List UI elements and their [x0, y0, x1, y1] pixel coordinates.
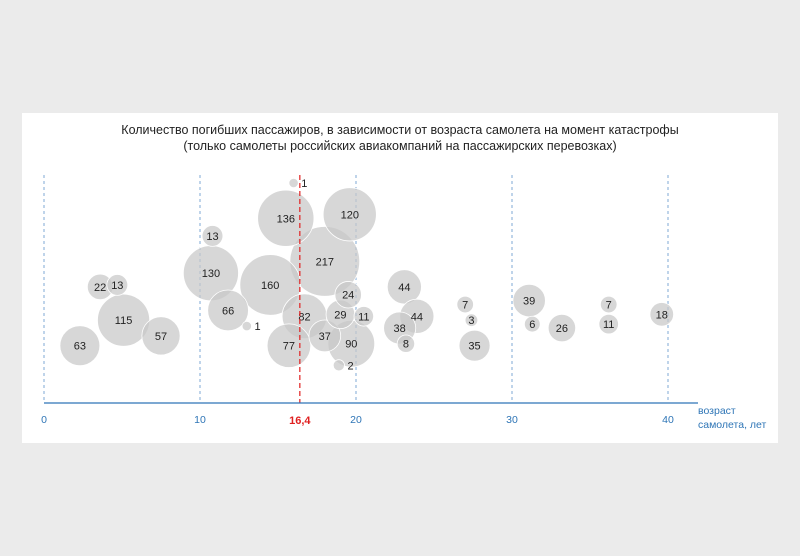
bubble-label: 39: [523, 296, 535, 308]
bubbles: 2171601361301201159082776663574444393837…: [59, 177, 674, 372]
x-axis-label-line-1: возраст: [698, 405, 736, 417]
bubble: [456, 295, 474, 314]
chart-title: Количество погибших пассажиров, в зависи…: [121, 123, 678, 137]
bubble: [332, 359, 345, 372]
bubble-label: 115: [115, 315, 133, 327]
mean-line-label: 16,4: [289, 415, 311, 427]
bubble-label: 2: [347, 360, 353, 372]
bubble-label: 11: [358, 311, 369, 323]
bubble: [458, 329, 491, 362]
x-tick-label: 10: [194, 414, 206, 426]
bubble: [353, 306, 374, 327]
bubble: [464, 313, 479, 327]
x-axis-label-line-2: самолета, лет: [698, 419, 767, 431]
bubble: [106, 274, 129, 296]
bubble: [59, 325, 101, 367]
chart-subtitle: (только самолеты российских авиакомпаний…: [183, 139, 616, 153]
bubble: [207, 289, 249, 332]
bubble-label: 63: [74, 341, 86, 353]
bubble-label: 13: [111, 280, 123, 292]
bubble-label: 1: [255, 321, 261, 333]
bubble: [141, 316, 181, 356]
bubble-label: 22: [94, 282, 106, 294]
bubble-label: 120: [341, 209, 359, 221]
bubble-label: 44: [398, 282, 410, 294]
chart-card: Количество погибших пассажиров, в зависи…: [22, 113, 778, 443]
bubble-label: 35: [468, 341, 480, 353]
mean-line-group: 16,4: [289, 175, 311, 427]
bubble-label: 29: [334, 309, 346, 321]
bubble: [201, 225, 224, 247]
bubble: [598, 313, 619, 335]
bubble-label: 77: [283, 341, 295, 353]
bubble: [288, 177, 299, 189]
bubble-label: 6: [529, 319, 535, 331]
bubble-label: 11: [603, 319, 614, 331]
bubble: [547, 313, 577, 343]
bubble-label: 1: [301, 178, 307, 190]
bubble: [308, 319, 342, 353]
bubble-label: 8: [403, 339, 409, 351]
bubble-chart: Количество погибших пассажиров, в зависи…: [41, 123, 767, 431]
bubble: [266, 323, 312, 368]
bubble-label: 136: [277, 213, 295, 225]
bubble: [523, 315, 541, 333]
bubble-label: 18: [656, 309, 668, 321]
bubble-label: 24: [342, 290, 354, 302]
bubble-label: 44: [411, 311, 423, 323]
x-tick-label: 0: [41, 414, 47, 426]
bubble-label: 7: [606, 300, 612, 312]
bubble: [386, 269, 422, 305]
bubble: [396, 334, 416, 353]
bubble-label: 217: [316, 256, 334, 268]
bubble-label: 38: [394, 323, 406, 335]
bubble-label: 3: [468, 315, 474, 327]
bubble: [599, 295, 618, 314]
bubble-label: 130: [202, 268, 220, 280]
bubble-label: 37: [319, 331, 331, 343]
x-tick-labels: 0 10 20 30 40: [41, 414, 674, 426]
bubble-label: 82: [298, 311, 310, 323]
bubble: [334, 281, 362, 309]
bubble: [322, 187, 377, 242]
bubble-label: 57: [155, 331, 167, 343]
bubble: [239, 254, 301, 316]
bubble: [241, 320, 252, 332]
bubble-label: 13: [206, 231, 218, 243]
bubble-label: 90: [345, 339, 357, 351]
bubble: [649, 302, 674, 327]
x-tick-label: 20: [350, 414, 362, 426]
x-tick-label: 40: [662, 414, 674, 426]
x-tick-label: 30: [506, 414, 518, 426]
bubble-label: 160: [261, 280, 279, 292]
bubble-label: 66: [222, 305, 234, 317]
bubble-label: 26: [556, 323, 568, 335]
bubble-label: 7: [462, 300, 468, 312]
